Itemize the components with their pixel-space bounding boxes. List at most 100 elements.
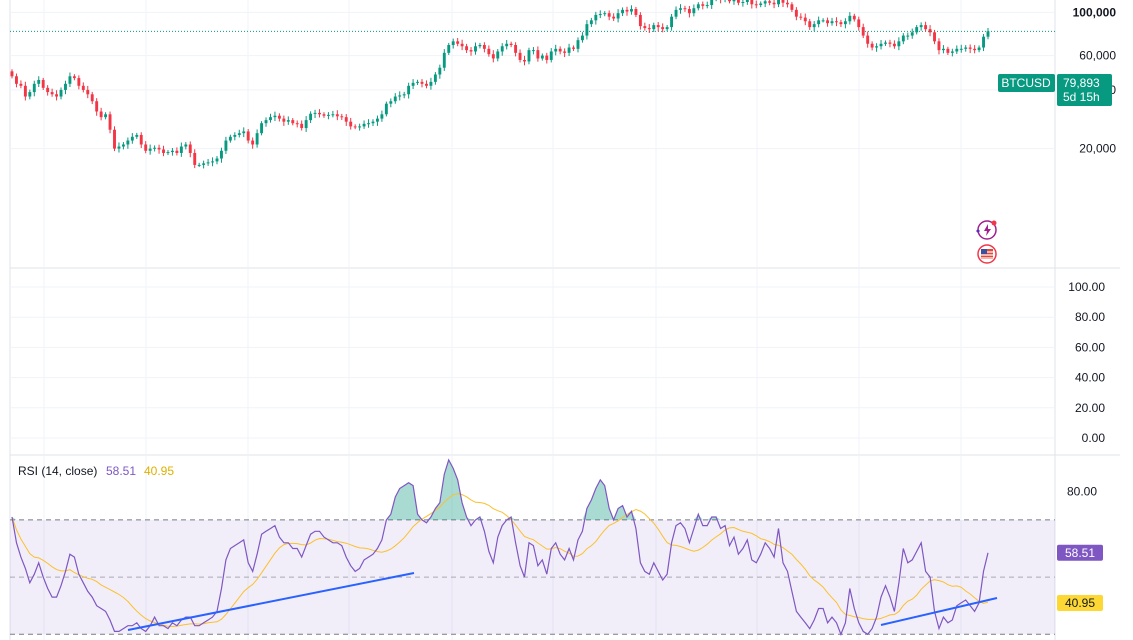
candle-body [549, 51, 553, 60]
rsi-divergence-trendline-1[interactable] [127, 572, 415, 631]
candle-body [580, 35, 584, 41]
candle-body [41, 79, 45, 88]
flag-canton [981, 249, 987, 254]
candle-body [153, 147, 157, 149]
candle-body [197, 164, 201, 166]
candle-body [728, 0, 731, 2]
candle-body [906, 35, 910, 37]
event-icons[interactable] [976, 220, 997, 264]
symbol-label-box [998, 74, 1055, 92]
candle-body [442, 52, 446, 68]
candle-body [447, 45, 451, 53]
candle-body [81, 85, 85, 90]
candle-body [732, 0, 736, 2]
rsi-ma-value-tag-label: 40.95 [1065, 596, 1095, 610]
candle-body [304, 120, 308, 129]
candle-body [558, 48, 562, 52]
rsi-pane[interactable]: 80.00 RSI (14, close) 58.51 40.95 58.51 … [10, 458, 1103, 636]
candle-body [545, 55, 549, 60]
candle-body [986, 31, 990, 37]
candle-body [910, 32, 914, 36]
candle-body [487, 48, 491, 55]
candle-body [59, 89, 63, 97]
candle-body [616, 13, 620, 19]
candles-group [10, 0, 990, 169]
empty-pane-tick-label: 60.00 [1075, 340, 1105, 354]
candle-body [647, 28, 651, 30]
candle-body [572, 47, 575, 49]
candle-body [803, 17, 807, 22]
candle-body [888, 42, 892, 44]
candle-body [843, 21, 847, 25]
candle-body [705, 5, 709, 7]
candle-body [772, 2, 776, 5]
candle-body [884, 42, 887, 44]
candle-body [108, 114, 112, 130]
grid-layer [9, 0, 1056, 640]
candle-body [919, 25, 923, 28]
candle-body [77, 78, 81, 86]
candle-body [496, 51, 500, 59]
candle-body [915, 27, 919, 33]
rsi-legend-value: 58.51 [106, 464, 136, 478]
candle-body [162, 149, 165, 153]
rsi-value-tag-label: 58.51 [1065, 546, 1095, 560]
candle-body [121, 144, 125, 147]
candle-body [736, 0, 740, 3]
rsi-legend-ma-value: 40.95 [144, 464, 174, 478]
rsi-tick-label: 80.00 [1067, 484, 1097, 498]
candle-body [411, 82, 415, 86]
candle-body [184, 144, 188, 147]
candle-body [638, 14, 642, 27]
candle-body [220, 150, 223, 159]
candle-body [260, 123, 264, 134]
candle-body [46, 87, 50, 93]
candle-body [157, 147, 161, 150]
rsi-value-tag: 58.51 [1057, 544, 1103, 561]
candle-body [830, 21, 834, 24]
candle-body [491, 54, 495, 59]
candle-body [188, 144, 192, 153]
candle-body [509, 43, 513, 46]
candle-body [634, 9, 638, 15]
candle-body [670, 16, 674, 28]
candle-body [353, 126, 357, 128]
candle-body [585, 24, 589, 36]
candle-body [255, 133, 259, 145]
candle-body [193, 152, 197, 165]
candle-body [870, 43, 874, 48]
candle-body [567, 47, 571, 53]
candle-body [309, 113, 313, 121]
candle-body [326, 114, 330, 116]
candle-body [269, 117, 272, 121]
candle-body [786, 2, 789, 5]
candle-body [924, 25, 928, 30]
candle-body [781, 0, 785, 3]
candle-body [933, 32, 936, 42]
candle-body [206, 162, 210, 164]
candle-body [710, 0, 714, 6]
candle-body [273, 115, 277, 118]
rsi-divergence-trendline-2[interactable] [880, 597, 998, 626]
us-flag-event-icon[interactable] [977, 244, 997, 264]
candle-body [777, 0, 780, 5]
candle-body [982, 36, 985, 48]
candle-body [398, 95, 402, 97]
flash-event-icon[interactable] [976, 220, 997, 240]
candle-body [955, 48, 959, 52]
candle-body [759, 3, 763, 6]
candle-body [117, 146, 121, 149]
empty-pane-tick-label: 20.00 [1075, 401, 1105, 415]
candle-body [643, 26, 647, 29]
candle-body [901, 35, 905, 42]
lightning-icon [984, 224, 991, 236]
candle-body [295, 123, 299, 125]
candle-body [55, 94, 59, 97]
empty-pane-tick-label: 80.00 [1075, 310, 1105, 324]
candle-body [335, 114, 339, 117]
candle-body [402, 94, 406, 96]
candle-body [286, 120, 290, 122]
